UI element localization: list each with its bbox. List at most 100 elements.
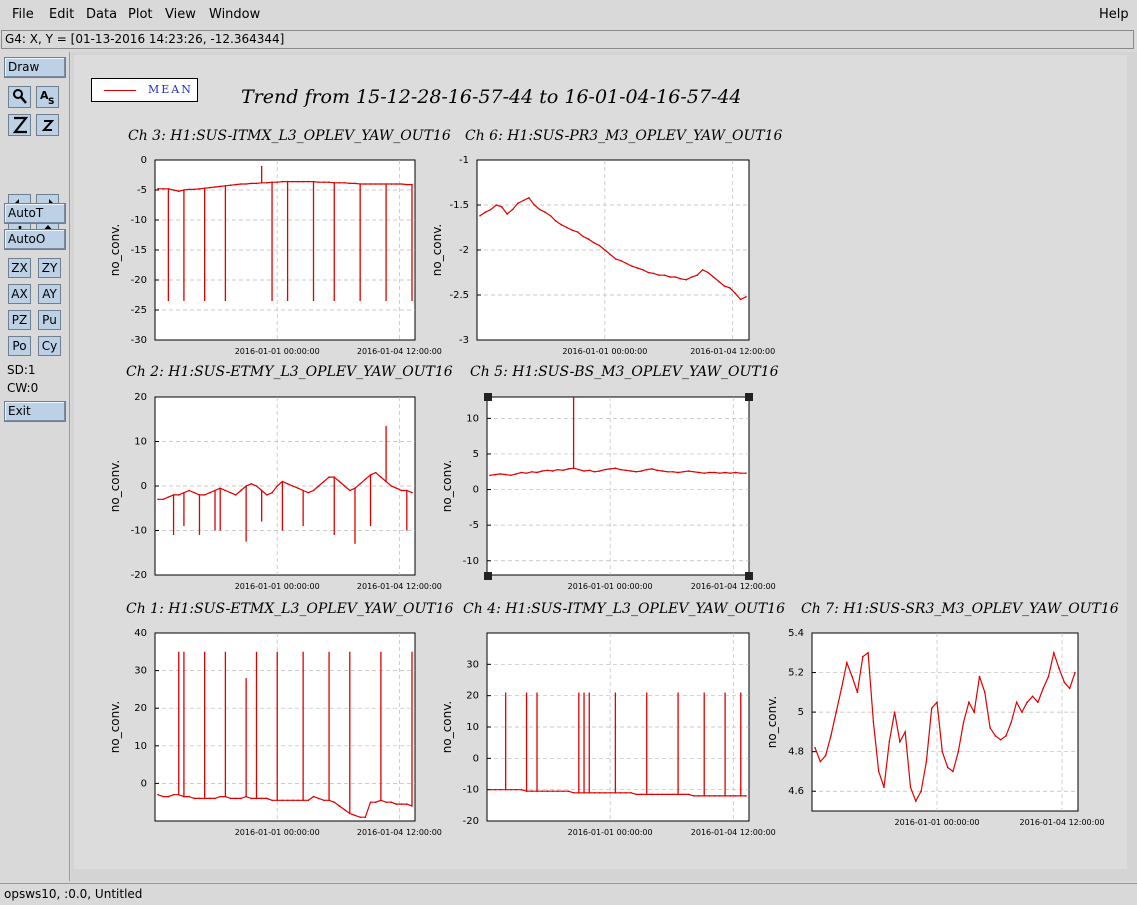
data-point bbox=[506, 213, 508, 215]
data-point bbox=[661, 793, 664, 796]
autot-button[interactable]: AutoT bbox=[4, 203, 66, 224]
menu-edit[interactable]: Edit bbox=[49, 7, 75, 22]
selection-handle[interactable] bbox=[745, 572, 753, 580]
data-point bbox=[1063, 681, 1066, 684]
menu-file[interactable]: File bbox=[12, 7, 34, 22]
ay-button[interactable]: AY bbox=[38, 284, 61, 304]
data-point bbox=[636, 267, 639, 269]
y-tick-label: -10 bbox=[463, 785, 479, 796]
data-point bbox=[835, 711, 838, 713]
ch4-title: Ch 4: H1:SUS-ITMY_L3_OPLEV_YAW_OUT16 bbox=[463, 601, 785, 617]
menu-data[interactable]: Data bbox=[86, 7, 118, 22]
data-point bbox=[209, 186, 211, 189]
cw-label: CW:0 bbox=[7, 381, 39, 395]
ch2-chart[interactable]: 20 10 0 -10 -20 2016-01-01 00:00:00 2016-01-04… bbox=[105, 389, 450, 599]
selection-handle[interactable] bbox=[484, 393, 492, 401]
data-point bbox=[266, 797, 268, 800]
data-point bbox=[198, 188, 201, 190]
data-point bbox=[219, 795, 222, 798]
data-point bbox=[240, 797, 242, 800]
data-point bbox=[1015, 701, 1018, 704]
menu-window[interactable]: Window bbox=[209, 7, 261, 22]
ch6-title: Ch 6: H1:SUS-PR3_M3_OPLEV_YAW_OUT16 bbox=[465, 128, 783, 144]
pu-button[interactable]: Pu bbox=[38, 310, 61, 330]
data-point bbox=[562, 790, 564, 793]
data-point bbox=[489, 788, 491, 791]
sd-label: SD:1 bbox=[7, 363, 36, 377]
ch1-chart[interactable]: 40 30 20 10 0 2016-01-01 00:00:00 2016-01-04 1… bbox=[105, 625, 450, 837]
data-point bbox=[504, 473, 507, 476]
data-point bbox=[1010, 721, 1013, 723]
status-bar: opsws10, :0.0, Untitled bbox=[0, 883, 1137, 905]
magnify-button[interactable] bbox=[8, 86, 31, 108]
y-tick-label: -20 bbox=[131, 570, 147, 581]
data-point bbox=[323, 181, 325, 183]
ch3-title: Ch 3: H1:SUS-ITMX_L3_OPLEV_YAW_OUT16 bbox=[128, 128, 451, 144]
x-tick-label: 2016-01-01 00:00:00 bbox=[562, 347, 647, 356]
selection-handle[interactable] bbox=[484, 572, 492, 580]
data-point bbox=[877, 770, 880, 773]
data-point bbox=[162, 498, 164, 501]
data-point bbox=[925, 760, 928, 763]
data-point bbox=[374, 801, 377, 803]
data-point bbox=[593, 470, 596, 473]
data-point bbox=[359, 482, 361, 485]
zoom-in-button[interactable] bbox=[36, 114, 59, 136]
po-button[interactable]: Po bbox=[8, 336, 31, 356]
data-point bbox=[489, 474, 491, 477]
y-tick-label: 5 bbox=[798, 707, 804, 718]
exit-button[interactable]: Exit bbox=[4, 401, 66, 422]
ch4-chart[interactable]: 30 20 10 0 -10 -20 2016-01-01 00:00:00 2016-01-… bbox=[432, 625, 787, 837]
zoom-out-button[interactable] bbox=[8, 114, 31, 136]
magnify-icon bbox=[12, 89, 27, 104]
data-point bbox=[687, 793, 690, 796]
data-point bbox=[651, 793, 653, 796]
y-axis-label: no_conv. bbox=[108, 224, 122, 276]
data-point bbox=[224, 489, 227, 492]
data-point bbox=[562, 469, 564, 472]
data-point bbox=[989, 727, 991, 729]
data-point bbox=[588, 469, 591, 472]
data-point bbox=[609, 468, 611, 470]
data-point bbox=[672, 470, 674, 473]
menu-view[interactable]: View bbox=[165, 7, 196, 22]
autoo-button[interactable]: AutoO bbox=[4, 229, 66, 250]
data-point bbox=[724, 471, 726, 474]
data-point bbox=[846, 661, 848, 664]
draw-button[interactable]: Draw bbox=[4, 57, 66, 78]
data-point bbox=[968, 701, 970, 704]
ch7-chart[interactable]: 5.4 5.2 5 4.8 4.6 2016-01-01 00:00:00 2016-01-… bbox=[765, 625, 1120, 835]
x-tick-label: 2016-01-04 12:00:00 bbox=[357, 582, 442, 591]
pz-button[interactable]: PZ bbox=[8, 310, 31, 330]
menu-plot[interactable]: Plot bbox=[128, 7, 153, 22]
zx-button[interactable]: ZX bbox=[8, 258, 31, 278]
data-point bbox=[583, 470, 585, 472]
data-point bbox=[380, 476, 382, 478]
data-point bbox=[229, 184, 232, 186]
menu-help[interactable]: Help bbox=[1099, 7, 1129, 22]
data-point bbox=[343, 485, 346, 487]
ch6-chart[interactable]: -1 -1.5 -2 -2.5 -3 2016-01-01 00:00:00 2016-01… bbox=[430, 152, 787, 362]
cy-button[interactable]: Cy bbox=[38, 336, 61, 356]
data-point bbox=[312, 795, 315, 798]
data-point bbox=[587, 238, 590, 240]
x-tick-label: 2016-01-04 12:00:00 bbox=[691, 828, 776, 837]
zy-button[interactable]: ZY bbox=[38, 258, 61, 278]
y-tick-label: 0 bbox=[473, 753, 479, 764]
data-point bbox=[328, 181, 330, 183]
ch5-chart[interactable]: 10 5 0 -5 -10 2016-01-01 00:00:00 2016-01-04 1… bbox=[432, 389, 787, 599]
data-point bbox=[307, 180, 310, 183]
ax-button[interactable]: AX bbox=[8, 284, 31, 304]
selection-handle[interactable] bbox=[745, 393, 753, 401]
data-point bbox=[904, 731, 907, 733]
data-point bbox=[167, 496, 170, 498]
data-point bbox=[640, 793, 643, 796]
data-point bbox=[234, 797, 237, 800]
data-point bbox=[719, 795, 721, 797]
ch3-chart[interactable]: 0 -5 -10 -15 -20 -25 -30 2016-01-01 00:00:00 201… bbox=[105, 152, 450, 362]
data-point bbox=[250, 182, 253, 185]
data-point bbox=[291, 180, 294, 183]
data-point bbox=[745, 472, 747, 474]
data-point bbox=[544, 211, 546, 213]
